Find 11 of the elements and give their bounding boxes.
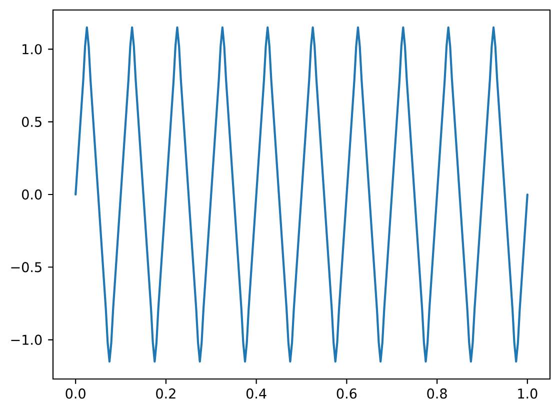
y-tick-label: 0.5 (22, 116, 42, 127)
x-tick-label: 1.0 (518, 388, 538, 399)
x-tick-label: 0.0 (66, 388, 86, 399)
y-tick-label: 0.0 (22, 189, 42, 200)
x-tick-label: 0.4 (246, 388, 266, 399)
x-tick-label: 0.8 (427, 388, 447, 399)
y-tick-label: 1.0 (22, 44, 42, 54)
x-tick-label: 0.2 (156, 388, 176, 399)
y-tick-label: −1.0 (11, 334, 42, 345)
y-tick-label: −0.5 (11, 262, 42, 272)
x-tick-label: 0.6 (336, 388, 357, 399)
